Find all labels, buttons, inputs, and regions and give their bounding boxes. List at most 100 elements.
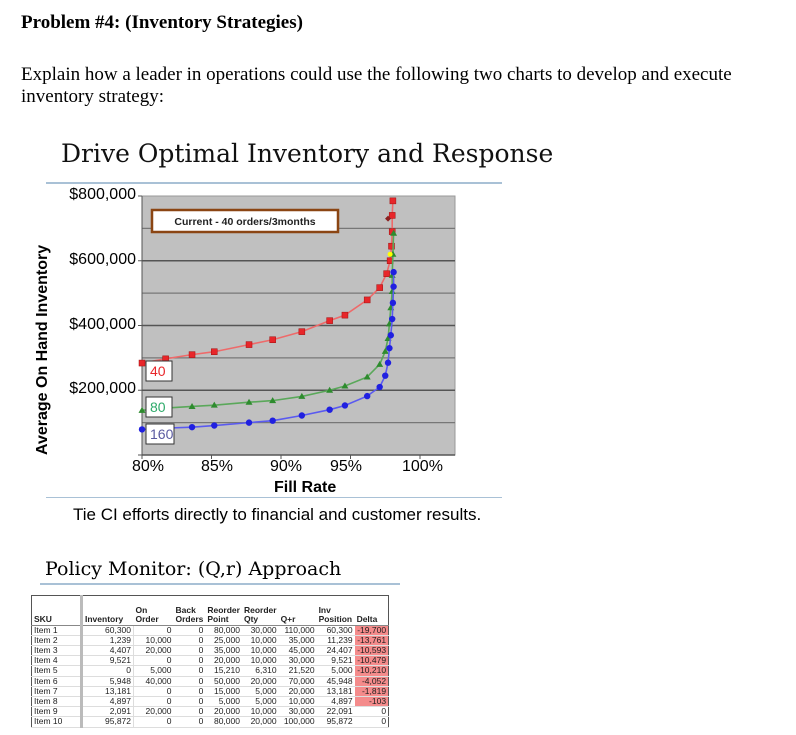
table-cell: 35,000: [278, 635, 317, 646]
table-cell: 10,000: [278, 696, 317, 708]
table-cell: 10,000: [241, 655, 279, 667]
table-cell: 25,000: [205, 635, 242, 646]
table-cell: -19,700: [354, 625, 389, 636]
table-cell: 10,000: [241, 706, 279, 718]
sku-cell: Item 2: [31, 635, 83, 646]
square-marker-icon: [269, 336, 276, 343]
sku-cell: Item 6: [31, 676, 83, 687]
y-tick-200k: $200,000: [69, 380, 136, 397]
table-cell: 110,000: [278, 625, 317, 636]
column-header: Q+r: [278, 595, 317, 626]
table-cell: 0: [173, 676, 206, 687]
table-cell: 0: [173, 666, 206, 677]
table-cell: 9,521: [81, 655, 134, 667]
table-cell: 35,000: [205, 645, 242, 657]
table-cell: 80,000: [205, 625, 242, 636]
table-cell: -1,819: [354, 686, 389, 697]
sku-cell: Item 4: [31, 655, 83, 667]
sku-cell: Item 7: [31, 686, 83, 697]
square-marker-icon: [388, 242, 395, 250]
table-cell: 20,000: [205, 655, 242, 667]
table-cell: 30,000: [278, 655, 317, 667]
series-label-40: 40: [150, 363, 166, 379]
table-cell: 10,000: [133, 635, 174, 646]
x-tick-90: 90%: [270, 458, 303, 475]
table-cell: 100,000: [278, 717, 317, 728]
triangle-marker-icon: [326, 386, 334, 393]
table-cell: 30,000: [241, 625, 279, 636]
circle-marker-icon: [390, 268, 397, 276]
table-cell: 10,000: [241, 635, 279, 646]
caption-rule: [46, 497, 502, 498]
sku-cell: Item 3: [31, 645, 83, 657]
chart-caption: Tie CI efforts directly to financial and…: [73, 505, 482, 524]
table-row: Item 8 4,897 0 0 5,000 5,000 10,000 4,897 -103: [31, 696, 389, 708]
x-axis-label: Fill Rate: [274, 479, 337, 496]
triangle-marker-icon: [298, 392, 306, 399]
square-marker-icon: [245, 341, 253, 348]
square-marker-icon: [138, 359, 146, 367]
series-label-box-160: [145, 423, 175, 445]
triangle-marker-icon: [341, 382, 349, 389]
sku-cell: Item 8: [31, 696, 83, 708]
table-cell: 15,000: [205, 686, 242, 697]
current-point-icon: [385, 215, 392, 222]
column-header: Inventory: [81, 595, 134, 626]
square-marker-icon: [389, 197, 397, 205]
table-cell: 0: [133, 717, 174, 728]
triangle-marker-icon: [188, 402, 196, 409]
table-cell: 0: [173, 706, 206, 718]
circle-marker-icon: [341, 402, 349, 409]
table-cell: 50,000: [205, 676, 242, 687]
circle-marker-icon: [326, 406, 333, 413]
table-cell: 0: [354, 717, 389, 728]
table-cell: 5,000: [205, 696, 242, 708]
highlight-point-icon: [387, 251, 393, 257]
table-cell: -4,052: [354, 676, 389, 687]
y-tick-800k: $800,000: [69, 186, 136, 203]
table-cell: 6,310: [241, 666, 279, 677]
table-cell: 4,897: [81, 696, 134, 708]
problem-title: Problem #4: (Inventory Strategies): [21, 12, 303, 33]
triangle-marker-icon: [376, 360, 384, 367]
table-cell: 5,000: [316, 666, 355, 677]
table-cell: 0: [173, 645, 206, 657]
table-cell: 0: [133, 696, 174, 708]
table-row: Item 9 2,091 20,000 0 20,000 10,000 30,000 22,0…: [31, 706, 389, 718]
table-cell: -10,593: [354, 645, 389, 657]
table-cell: 0: [173, 686, 206, 697]
column-header: SKU: [31, 595, 83, 626]
table-row: Item 5 0 5,000 0 15,210 6,310 21,520 5,000 -10,2…: [31, 666, 389, 677]
table-row: Item 6 5,948 40,000 0 50,000 20,000 70,000 45,9…: [31, 676, 389, 687]
table-cell: 0: [133, 686, 174, 697]
policy-monitor-table: SKU Inventory On Order Back Orders Reorder P…: [31, 595, 390, 728]
table-cell: 15,210: [205, 666, 242, 677]
series-label-box-40: [145, 360, 173, 382]
triangle-marker-icon: [390, 229, 398, 236]
table-cell: 13,181: [81, 686, 134, 697]
square-marker-icon: [388, 212, 396, 219]
table-cell: 5,948: [81, 676, 134, 687]
sku-cell: Item 10: [31, 717, 83, 728]
circle-marker-icon: [269, 417, 276, 424]
table-cell: 0: [173, 625, 206, 636]
table-cell: 1,239: [81, 635, 134, 646]
table-row: Item 1 60,300 0 0 80,000 30,000 110,000 60,300-…: [31, 625, 389, 636]
table-cell: 0: [133, 655, 174, 667]
table-cell: 11,239: [316, 635, 355, 646]
x-tick-80: 80%: [132, 458, 165, 475]
triangle-marker-icon: [210, 401, 218, 408]
circle-marker-icon: [245, 419, 253, 426]
policy-monitor-title: Policy Monitor: (Q,r) Approach: [45, 558, 342, 580]
square-marker-icon: [298, 328, 306, 335]
table-cell: 20,000: [133, 706, 174, 718]
table-cell: 0: [173, 635, 206, 646]
table-cell: 40,000: [133, 676, 174, 687]
triangle-marker-icon: [363, 373, 371, 380]
table-cell: 20,000: [133, 645, 174, 657]
table-cell: 0: [81, 666, 134, 677]
circle-marker-icon: [138, 426, 146, 433]
circle-marker-icon: [390, 283, 397, 290]
table-cell: 10,000: [241, 645, 279, 657]
